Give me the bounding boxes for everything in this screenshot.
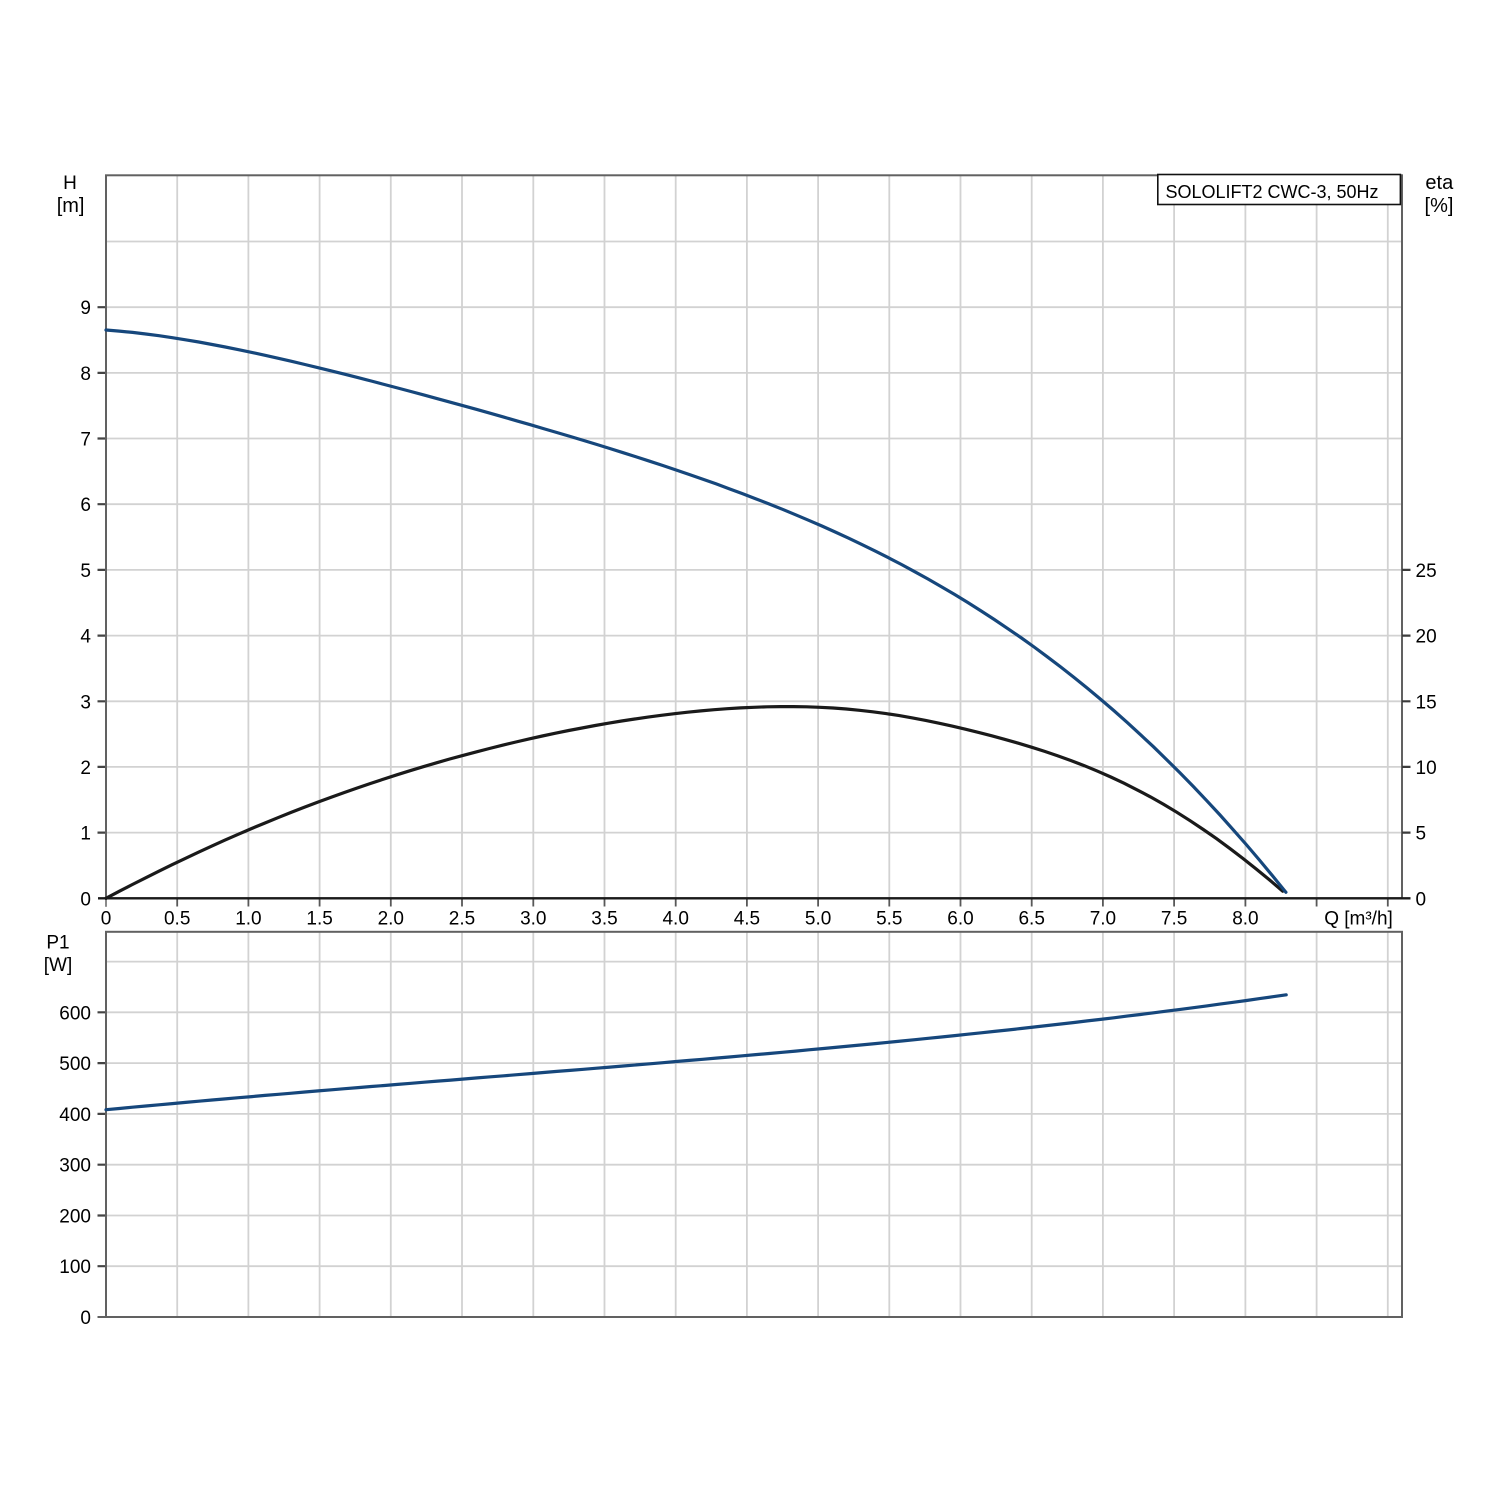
svg-text:8: 8 — [80, 364, 91, 385]
svg-text:4.5: 4.5 — [734, 908, 760, 929]
svg-text:3.5: 3.5 — [591, 908, 617, 929]
svg-text:6.5: 6.5 — [1018, 908, 1044, 929]
svg-text:2.0: 2.0 — [378, 908, 404, 929]
svg-text:15: 15 — [1416, 692, 1437, 713]
svg-text:1: 1 — [80, 824, 91, 845]
svg-text:3.0: 3.0 — [520, 908, 546, 929]
svg-text:1.5: 1.5 — [306, 908, 332, 929]
svg-text:400: 400 — [59, 1105, 91, 1126]
svg-text:H: H — [63, 173, 77, 194]
svg-text:5: 5 — [1416, 824, 1427, 845]
svg-text:4: 4 — [80, 627, 91, 648]
svg-text:9: 9 — [80, 298, 91, 319]
svg-text:0.5: 0.5 — [164, 908, 190, 929]
svg-text:7.0: 7.0 — [1090, 908, 1116, 929]
svg-text:6: 6 — [80, 495, 91, 516]
svg-text:100: 100 — [59, 1257, 91, 1278]
svg-text:P1: P1 — [46, 933, 69, 954]
svg-text:5: 5 — [80, 561, 91, 582]
svg-text:20: 20 — [1416, 627, 1437, 648]
svg-text:2: 2 — [80, 758, 91, 779]
svg-text:8.0: 8.0 — [1232, 908, 1258, 929]
svg-text:1.0: 1.0 — [235, 908, 261, 929]
svg-text:500: 500 — [59, 1054, 91, 1075]
svg-text:[W]: [W] — [44, 955, 73, 976]
svg-text:0: 0 — [1416, 889, 1427, 910]
svg-text:300: 300 — [59, 1156, 91, 1177]
svg-text:6.0: 6.0 — [947, 908, 973, 929]
svg-text:0: 0 — [80, 889, 91, 910]
svg-text:5.5: 5.5 — [876, 908, 902, 929]
svg-text:600: 600 — [59, 1003, 91, 1024]
svg-text:25: 25 — [1416, 561, 1437, 582]
svg-text:Q [m³/h]: Q [m³/h] — [1324, 908, 1393, 929]
svg-text:[%]: [%] — [1425, 195, 1454, 217]
svg-text:[m]: [m] — [57, 195, 85, 217]
svg-text:3: 3 — [80, 692, 91, 713]
svg-text:200: 200 — [59, 1207, 91, 1228]
svg-text:0: 0 — [101, 908, 112, 929]
svg-text:0: 0 — [80, 1308, 91, 1329]
svg-text:2.5: 2.5 — [449, 908, 475, 929]
svg-text:SOLOLIFT2 CWC-3, 50Hz: SOLOLIFT2 CWC-3, 50Hz — [1165, 182, 1378, 202]
svg-text:10: 10 — [1416, 758, 1437, 779]
svg-text:eta: eta — [1425, 172, 1454, 194]
svg-text:4.0: 4.0 — [662, 908, 688, 929]
svg-text:5.0: 5.0 — [805, 908, 831, 929]
svg-text:7: 7 — [80, 430, 91, 451]
svg-text:7.5: 7.5 — [1161, 908, 1187, 929]
